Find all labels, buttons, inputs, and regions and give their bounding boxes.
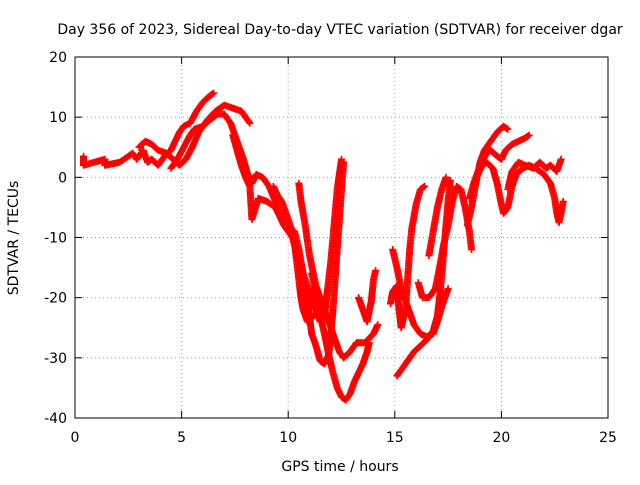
y-tick-label: 10 (49, 110, 67, 126)
y-tick-label: 20 (49, 50, 67, 66)
x-tick-label: 25 (599, 430, 617, 446)
y-tick-label: -30 (44, 351, 67, 367)
y-tick-label: 0 (58, 170, 67, 186)
series-track-q (504, 155, 565, 193)
x-axis-label: GPS time / hours (281, 459, 398, 475)
data-point (210, 89, 218, 97)
y-tick-label: -20 (44, 291, 67, 307)
series-track-m (425, 173, 450, 260)
x-tick-label: 0 (71, 430, 80, 446)
axis-ticks: 0 5 10 15 20 25 -40 -30 -20 -10 0 10 20 (44, 50, 617, 446)
series-track-j (387, 182, 429, 332)
data-point (559, 197, 567, 205)
data-point (372, 267, 380, 275)
plot-frame (74, 56, 609, 419)
series-track-l (414, 182, 476, 302)
data-point (374, 321, 382, 329)
x-tick-label: 20 (492, 430, 510, 446)
data-point (246, 119, 254, 127)
chart-title: Day 356 of 2023, Sidereal Day-to-day VTE… (57, 22, 623, 38)
data-point (504, 125, 512, 133)
data-point (557, 155, 565, 163)
data-point (444, 285, 452, 293)
data-point (365, 339, 373, 347)
series-track-d (229, 131, 345, 326)
data-point (421, 182, 429, 190)
series-track-g (308, 270, 373, 404)
y-tick-label: -40 (44, 411, 67, 427)
y-axis-label: SDTVAR / TECUs (6, 181, 22, 296)
data-points (80, 89, 567, 404)
gridlines (75, 57, 608, 418)
x-tick-label: 15 (386, 430, 404, 446)
y-tick-label: -10 (44, 231, 67, 247)
data-point (245, 118, 253, 126)
data-point (338, 155, 345, 163)
data-point (525, 131, 533, 139)
x-tick-label: 5 (177, 430, 186, 446)
data-point (442, 173, 450, 181)
series-track-h (355, 267, 380, 326)
data-point (468, 246, 476, 254)
x-tick-label: 10 (279, 430, 297, 446)
